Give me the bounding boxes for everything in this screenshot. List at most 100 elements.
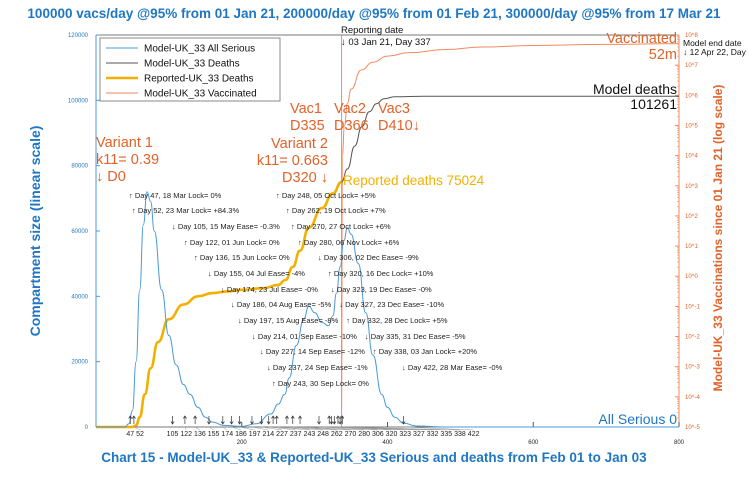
legend-label: Model-UK_33 Deaths [144, 59, 240, 70]
day-label-leader [194, 426, 201, 431]
annotation-label: ↑ Day 320, 16 Dec Lock= +10% [328, 269, 434, 278]
y2-tick-label: 10^4 [685, 154, 698, 160]
day-label-leader [261, 426, 283, 431]
variant1-day: ↓ D0 [96, 169, 126, 185]
arrow-up-icon [327, 415, 332, 419]
arrow-up-icon [340, 415, 345, 419]
y2-tick-label: 10^3 [685, 184, 698, 190]
arrow-up-icon [132, 415, 136, 419]
annotation-day-label: 136 [194, 431, 206, 438]
day-label-leader [286, 426, 337, 431]
annotation-label: ↓ Day 323, 19 Dec Ease= -0% [331, 285, 432, 294]
day-label-leader [251, 426, 269, 431]
legend-label: Reported-UK_33 Deaths [144, 74, 254, 85]
variant2-label: Variant 2 k11= 0.663 D320 ↓ [257, 136, 328, 186]
reporting-date-title: Reporting date [341, 25, 403, 36]
annotation-label: ↓ Day 422, 28 Mar Ease= -0% [402, 363, 503, 372]
y2-tick-label: 10^5 [685, 123, 698, 129]
y2-tick-label: 10^6 [685, 93, 698, 99]
y-tick-label: 40000 [71, 294, 88, 300]
vac1-label: Vac1 [290, 101, 322, 117]
day-label-leader [276, 426, 324, 431]
arrow-down-icon [317, 421, 321, 425]
day-label-leader [239, 426, 255, 431]
vaccinated-label: Vaccinated [606, 31, 677, 47]
vaccinated-value: 52m [649, 47, 677, 63]
legend-box [99, 37, 281, 102]
annotation-day-label: 323 [399, 431, 411, 438]
day-label-leader [184, 426, 187, 431]
annotation-label: ↓ Day 214, 01 Sep Ease= -10% [252, 332, 357, 341]
annotation-day-label: 327 [413, 431, 425, 438]
y-tick-label: 20000 [71, 360, 88, 366]
x-tick-label: 800 [674, 440, 685, 446]
arrow-up-icon [128, 415, 133, 419]
model-end-title: Model end date [683, 38, 742, 48]
annotation-day-label: 262 [331, 431, 343, 438]
annotation-day-label: 155 [208, 431, 220, 438]
y2-tick-label: 10^-5 [685, 425, 700, 431]
model-deaths-label: Model deaths [593, 81, 677, 97]
arrow-up-icon [336, 415, 340, 419]
day-label-leader [292, 426, 351, 431]
y-tick-label: 80000 [71, 164, 88, 170]
day-label-leader [403, 426, 474, 431]
annotation-label: ↓ Day 227, 14 Sep Ease= -12% [260, 347, 365, 356]
vaccine-labels: Vac1 Vac2 Vac3 D335 D366 D410↓ [290, 101, 420, 134]
annotation-day-label: 47 [126, 431, 134, 438]
y2-tick-label: 10^0 [685, 274, 698, 280]
annotation-label: ↓ Day 155, 04 Jul Ease= -4% [208, 269, 305, 278]
y2-tick-label: 10^-1 [685, 304, 700, 310]
annotation-day-label: 52 [136, 431, 144, 438]
variant1-k11: k11= 0.39 [96, 152, 159, 168]
variant2-name: Variant 2 [271, 136, 328, 152]
annotation-label: ↓ Day 105, 15 May Ease= -0.3% [172, 222, 280, 231]
arrow-up-icon [298, 415, 302, 419]
annotation-label: ↑ Day 52, 23 Mar Lock= +84.3% [132, 206, 239, 215]
arrow-up-icon [290, 415, 295, 419]
model-end-value: ↓ 12 Apr 22, Day [683, 47, 747, 57]
annotation-label: ↓ Day 237, 24 Sep Ease= -1% [267, 363, 368, 372]
day-label-leader [231, 426, 242, 431]
reported-deaths-line [96, 180, 342, 429]
annotation-day-label: 227 [276, 431, 288, 438]
vac2-label: Vac2 [334, 101, 366, 117]
variant1-name: Variant 1 [96, 135, 153, 151]
model-deaths-value: 101261 [630, 96, 677, 112]
variant2-k11: k11= 0.663 [257, 153, 328, 169]
arrow-down-icon [170, 421, 175, 425]
legend-label: Model-UK_33 All Serious [144, 44, 255, 55]
annotation-label: ↑ Day 332, 28 Dec Lock= +5% [346, 316, 448, 325]
y2-tick-label: 10^8 [685, 33, 698, 39]
annotation-day-label: 105 [167, 431, 179, 438]
y-tick-label: 60000 [71, 229, 88, 235]
annotation-day-label: 186 [235, 431, 247, 438]
vac3-label: Vac3 [378, 101, 410, 117]
arrow-down-icon [329, 421, 334, 425]
day-label-leader [342, 426, 460, 431]
annotation-day-label: 422 [468, 431, 480, 438]
all-serious-label: All Serious 0 [598, 411, 677, 427]
annotation-label: ↑ Day 280, 06 Nov Lock= +6% [298, 238, 400, 247]
serious-line [96, 191, 679, 428]
arrow-down-icon [237, 421, 242, 425]
arrow-up-icon [285, 415, 289, 419]
annotation-day-label: 237 [290, 431, 302, 438]
arrow-up-icon [183, 415, 187, 419]
annotation-day-label: 306 [372, 431, 384, 438]
reporting-date-value: ↓ 03 Jan 21, Day 337 [341, 37, 431, 48]
annotation-day-label: 270 [345, 431, 357, 438]
annotation-label: ↑ Day 270, 27 Oct Lock= +6% [291, 222, 391, 231]
y2-tick-label: 10^1 [685, 244, 698, 250]
variant1-label: Variant 1 k11= 0.39 ↓ D0 [96, 135, 159, 185]
annotation-label: ↑ Day 136, 15 Jun Lock= 0% [194, 253, 290, 262]
annotation-day-label: 332 [427, 431, 439, 438]
annotation-label: ↑ Day 338, 03 Jan Lock= +20% [373, 347, 478, 356]
x-tick-label: 600 [528, 440, 539, 446]
annotation-day-label: 320 [386, 431, 398, 438]
annotation-label: ↑ Day 47, 18 Mar Lock= 0% [129, 191, 222, 200]
y2-tick-label: 10^2 [685, 214, 698, 220]
model-deaths-line [341, 95, 679, 183]
annotation-label: ↑ Day 262, 19 Oct Lock= +7% [286, 206, 386, 215]
annotation-label: ↓ Day 306, 02 Dec Ease= -9% [318, 253, 419, 262]
